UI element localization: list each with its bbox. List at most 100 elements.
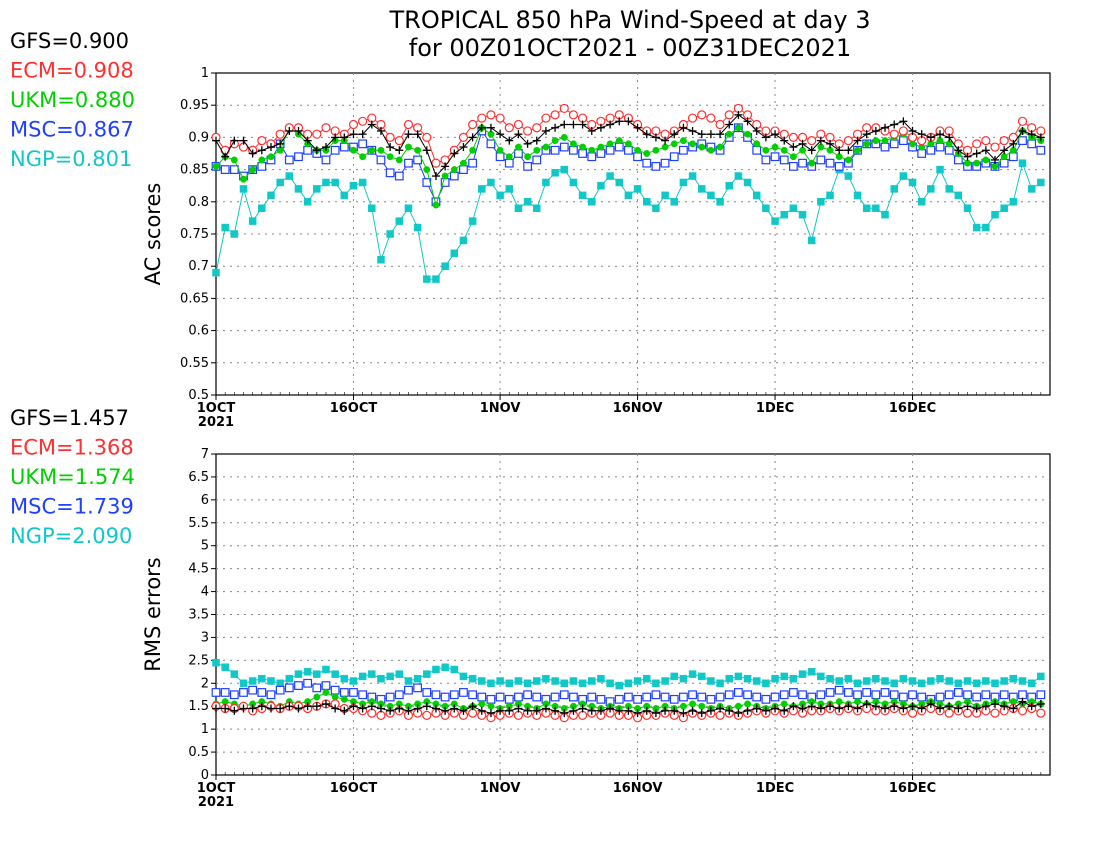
data-point-msc (953, 688, 963, 697)
y-tick-label: 2 (201, 676, 209, 691)
y-tick-label: 1 (201, 722, 209, 737)
data-point-gfs (221, 152, 230, 161)
data-point-ngp (881, 677, 889, 685)
data-point-msc (294, 681, 303, 690)
data-point-gfs (761, 133, 770, 142)
data-point-gfs (734, 709, 743, 718)
data-point-ukm (469, 146, 477, 154)
data-point-gfs (954, 704, 963, 713)
data-point-gfs (1036, 699, 1045, 708)
data-point-gfs (459, 143, 468, 152)
data-point-ngp (588, 677, 596, 685)
data-point-ngp (652, 204, 660, 212)
data-point-gfs (697, 130, 706, 139)
data-point-ecm (321, 123, 331, 133)
data-point-ukm (313, 693, 321, 701)
data-point-gfs (450, 704, 459, 713)
data-point-ngp (679, 674, 688, 683)
data-point-msc (239, 688, 248, 697)
data-point-gfs (661, 706, 670, 715)
data-point-ngp (597, 674, 605, 683)
data-point-ukm (395, 156, 403, 164)
data-point-gfs (367, 702, 376, 711)
data-point-msc (385, 692, 395, 702)
data-point-ngp (881, 210, 889, 219)
data-point-msc (651, 161, 661, 171)
y-tick-label: 1.5 (188, 699, 209, 714)
data-point-msc (431, 690, 441, 700)
data-point-msc (330, 145, 340, 155)
data-point-ngp (560, 679, 569, 688)
data-point-msc (358, 690, 368, 700)
x-tick-label: 1OCT (197, 781, 236, 796)
data-point-ngp (551, 169, 559, 177)
data-point-msc (495, 152, 505, 162)
data-point-gfs (587, 706, 596, 715)
data-point-ngp (872, 204, 880, 212)
y-tick-label: 7 (201, 447, 209, 462)
data-point-ngp (1000, 677, 1008, 685)
data-point-ukm (249, 166, 257, 174)
data-point-gfs (926, 699, 935, 708)
y-tick-label: 1 (201, 66, 209, 81)
data-point-msc (788, 161, 798, 171)
data-point-gfs (596, 706, 605, 715)
data-point-ngp (752, 191, 761, 200)
data-point-msc (495, 692, 505, 702)
data-point-ecm (550, 110, 560, 120)
data-point-ukm (276, 146, 284, 154)
data-point-msc (605, 145, 615, 155)
data-point-gfs (826, 139, 835, 148)
data-point-gfs (670, 706, 679, 715)
data-point-ukm (698, 702, 706, 710)
data-point-ngp (633, 185, 642, 193)
data-point-gfs (743, 117, 752, 126)
data-point-ngp (239, 185, 248, 193)
x-tick-label: 16OCT (330, 401, 378, 416)
data-point-msc (880, 688, 890, 697)
data-point-ukm (505, 153, 513, 161)
data-point-ngp (386, 672, 394, 681)
data-point-ukm (1000, 153, 1008, 161)
data-point-gfs (688, 126, 697, 135)
data-point-ngp (303, 198, 312, 206)
data-point-gfs (404, 706, 413, 715)
chart-panel-1: 0.5 0.55 0.6 0.65 0.7 0.75 0.8 0.85 0.9 0.95 1 1OCT… (10, 29, 1051, 430)
y-tick-label: 0.95 (180, 98, 209, 113)
data-point-msc (917, 692, 927, 702)
data-point-gfs (752, 126, 761, 135)
data-point-ecm (577, 710, 588, 720)
data-point-msc (688, 690, 697, 700)
data-point-msc (862, 688, 872, 697)
data-point-gfs (615, 117, 624, 126)
data-point-gfs (459, 706, 468, 715)
y-tick-label: 0.65 (180, 291, 209, 306)
data-point-ukm (854, 146, 861, 154)
data-point-gfs (633, 709, 642, 718)
data-point-msc (358, 139, 368, 149)
data-point-ngp (560, 165, 569, 174)
data-point-ecm (687, 113, 698, 123)
data-point-ukm (350, 146, 357, 154)
data-point-gfs (651, 709, 660, 718)
data-point-ecm (257, 136, 267, 146)
data-point-gfs (257, 146, 266, 155)
data-point-ukm (780, 700, 788, 708)
data-point-gfs (248, 704, 257, 713)
data-point-msc (422, 688, 432, 697)
data-point-gfs (661, 136, 670, 145)
data-point-gfs (963, 702, 972, 711)
data-point-gfs (221, 704, 230, 713)
data-point-gfs (266, 143, 275, 152)
data-point-ngp (972, 679, 981, 688)
data-point-msc (596, 149, 606, 158)
x-tick-label: 1NOV (480, 401, 521, 416)
data-point-gfs (972, 704, 981, 713)
data-point-msc (211, 688, 221, 697)
data-point-msc (972, 692, 982, 702)
data-point-ukm (982, 156, 990, 164)
data-point-ukm (973, 159, 981, 167)
data-point-msc (926, 145, 936, 155)
data-point-ngp (395, 670, 404, 678)
data-point-gfs (606, 120, 615, 129)
